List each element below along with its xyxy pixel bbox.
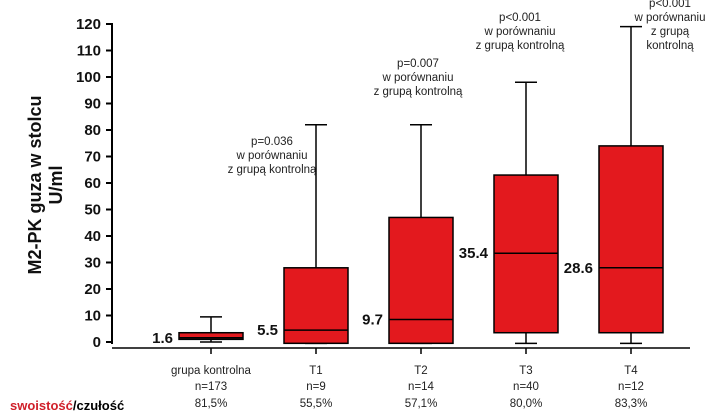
p-value-annotation: w porównaniu bbox=[634, 12, 706, 24]
y-tick-label: 60 bbox=[84, 175, 101, 192]
sensitivity-label: czułość bbox=[76, 398, 124, 412]
category-label: T2 bbox=[414, 365, 427, 377]
spec-sens-value: 55,5% bbox=[300, 398, 333, 410]
p-value-annotation: w porównaniu bbox=[484, 26, 556, 38]
p-value-annotation: p<0.001 bbox=[499, 12, 541, 24]
category-label: T1 bbox=[309, 365, 322, 377]
category-label: T4 bbox=[624, 365, 638, 377]
sample-size-label: n=173 bbox=[195, 381, 227, 393]
y-tick-label: 120 bbox=[76, 16, 101, 33]
y-tick-label: 0 bbox=[93, 334, 101, 351]
y-tick-label: 30 bbox=[84, 255, 101, 272]
y-tick-label: 90 bbox=[84, 96, 101, 113]
sample-size-label: n=12 bbox=[618, 381, 644, 393]
category-label: grupa kontrolna bbox=[171, 365, 252, 377]
spec-sens-value: 81,5% bbox=[195, 398, 228, 410]
box-group-4 bbox=[493, 81, 559, 345]
spec-sens-value: 83,3% bbox=[615, 398, 648, 410]
p-value-annotation: z grupą kontrolną bbox=[476, 40, 565, 52]
boxes bbox=[178, 25, 664, 345]
box-iqr bbox=[283, 267, 349, 345]
box-group-5 bbox=[598, 25, 664, 345]
spec-sens-value: 57,1% bbox=[405, 398, 438, 410]
p-value-annotation: z grupą bbox=[651, 26, 690, 38]
sample-size-label: n=14 bbox=[408, 381, 435, 393]
box-iqr bbox=[598, 145, 664, 334]
labels: 1.6 grupa kontrolna n=173 81,5% 5.5 p=0.036 w … bbox=[152, 0, 705, 410]
y-axis-label-line1: M2-PK guza w stolcu bbox=[25, 95, 45, 274]
median-label: 35.4 bbox=[459, 245, 489, 262]
sample-size-label: n=9 bbox=[306, 381, 326, 393]
p-value-annotation: w porównaniu bbox=[382, 72, 454, 84]
axes: 0 10 20 30 40 50 60 70 80 90 100 110 120 bbox=[76, 16, 690, 354]
box-group-2 bbox=[283, 123, 349, 345]
p-value-annotation: p=0.007 bbox=[397, 58, 439, 70]
category-label: T3 bbox=[519, 365, 532, 377]
p-value-annotation: z grupą kontrolną bbox=[374, 86, 463, 98]
box-group-3 bbox=[388, 123, 454, 345]
y-tick-label: 70 bbox=[84, 149, 101, 166]
median-label: 9.7 bbox=[362, 311, 383, 328]
median-label: 5.5 bbox=[257, 322, 278, 339]
y-tick-label: 10 bbox=[84, 308, 101, 325]
box-iqr bbox=[388, 216, 454, 345]
specificity-label: swoistość bbox=[10, 398, 73, 412]
y-tick-label: 50 bbox=[84, 202, 101, 219]
box-group-1 bbox=[178, 316, 244, 343]
y-axis-label-line2: U/ml bbox=[46, 165, 66, 204]
y-tick-label: 80 bbox=[84, 122, 101, 139]
y-tick-label: 40 bbox=[84, 228, 101, 245]
spec-sens-value: 80,0% bbox=[510, 398, 543, 410]
y-tick-label: 20 bbox=[84, 281, 101, 298]
separator: / bbox=[73, 398, 77, 412]
median-label: 1.6 bbox=[152, 330, 173, 347]
p-value-annotation: kontrolną bbox=[646, 40, 694, 52]
y-tick-label: 110 bbox=[77, 43, 101, 60]
y-tick-label: 100 bbox=[76, 69, 101, 86]
p-value-annotation: z grupą kontrolną bbox=[228, 164, 317, 176]
p-value-annotation: w porównaniu bbox=[236, 150, 308, 162]
median-label: 28.6 bbox=[564, 260, 593, 277]
specificity-sensitivity-label: swoistość/czułość bbox=[10, 398, 124, 412]
p-value-annotation: p<0.001 bbox=[649, 0, 691, 10]
box-iqr bbox=[178, 331, 244, 341]
p-value-annotation: p=0.036 bbox=[251, 136, 293, 148]
sample-size-label: n=40 bbox=[513, 381, 539, 393]
